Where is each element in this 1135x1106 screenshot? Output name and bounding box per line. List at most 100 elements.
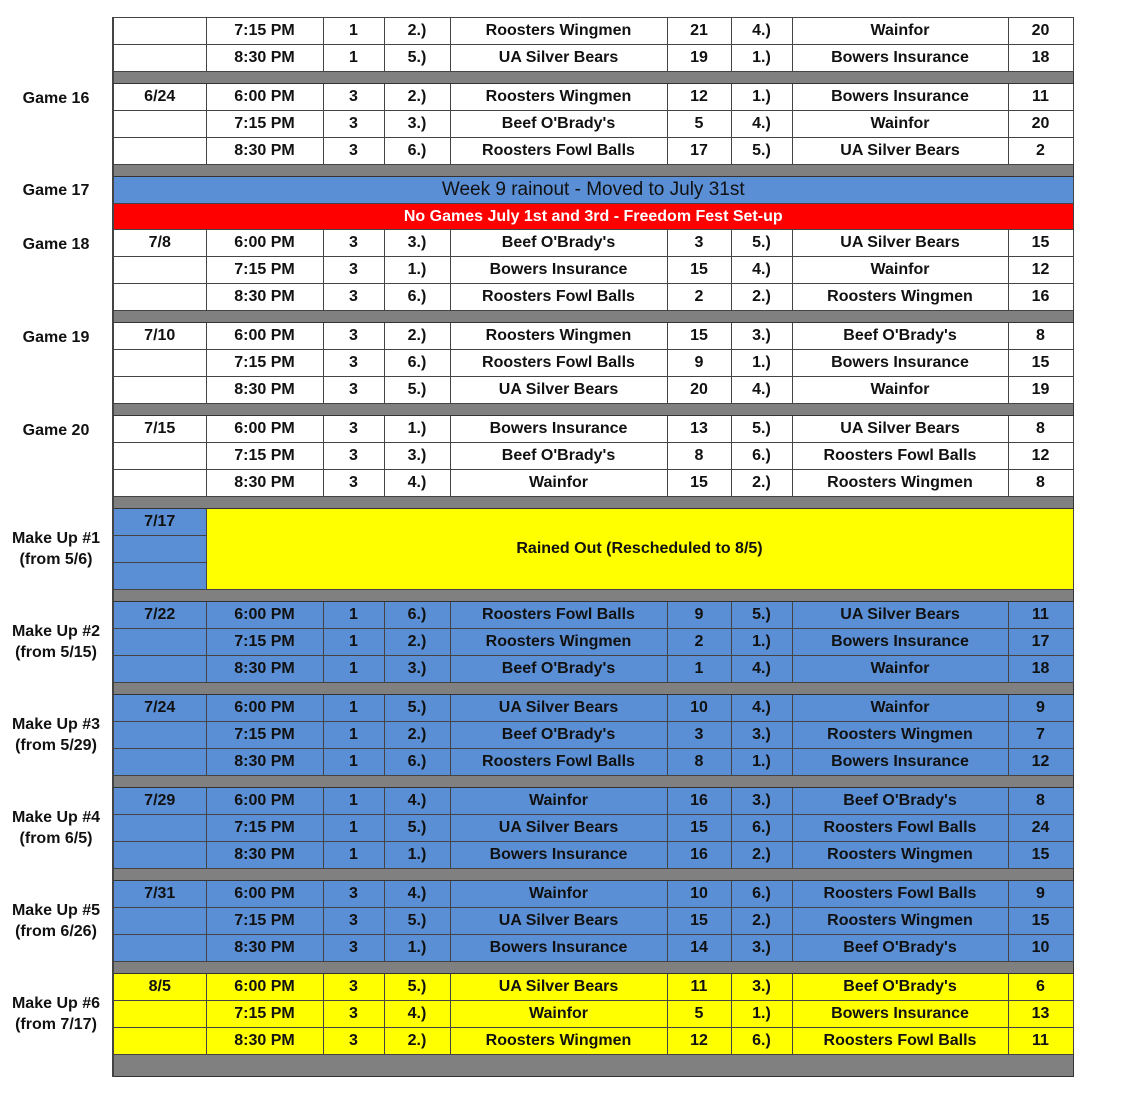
home-seed-cell: 5.) [383, 973, 451, 1001]
home-score-cell: 2 [666, 628, 732, 656]
date-cell: 7/31 [112, 880, 207, 908]
game-row: Game 16 6/24 6:00 PM 3 2.) Roosters Wingmen 12… [0, 83, 1074, 165]
field-cell: 1 [322, 787, 385, 815]
label-cell [0, 71, 114, 84]
date-cell [112, 376, 207, 404]
home-team-cell: Roosters Fowl Balls [449, 601, 668, 629]
away-seed-cell: 1.) [730, 1000, 793, 1028]
home-seed-cell: 2.) [383, 1027, 451, 1055]
away-team-cell: Roosters Fowl Balls [791, 814, 1009, 842]
time-cell: 7:15 PM [205, 907, 324, 935]
home-seed-cell: 6.) [383, 601, 451, 629]
away-team-cell: Roosters Fowl Balls [791, 442, 1009, 470]
schedule-table: 7:15 PM 1 2.) Roosters Wingmen 21 4.) Wainfor 2… [0, 17, 1074, 1077]
block-label: Make Up #5 (from 6/26) [0, 880, 114, 962]
time-cell: 7:15 PM [205, 17, 324, 45]
separator-bar [112, 71, 1074, 84]
away-score-cell: 8 [1007, 469, 1074, 497]
separator-row [0, 961, 1074, 974]
home-score-cell: 15 [666, 322, 732, 350]
home-score-cell: 16 [666, 841, 732, 869]
away-team-cell: Wainfor [791, 376, 1009, 404]
separator-row [0, 682, 1074, 695]
home-team-cell: UA Silver Bears [449, 376, 668, 404]
away-score-cell: 11 [1007, 83, 1074, 111]
away-team-cell: Roosters Fowl Balls [791, 880, 1009, 908]
away-team-cell: Beef O'Brady's [791, 322, 1009, 350]
away-seed-cell: 4.) [730, 694, 793, 722]
separator-row [0, 164, 1074, 177]
separator-row [0, 71, 1074, 84]
time-cell: 7:15 PM [205, 1000, 324, 1028]
time-cell: 8:30 PM [205, 44, 324, 72]
date-cell: 7/8 [112, 229, 207, 257]
label-cell [0, 961, 114, 974]
game-row: 7:15 PM 3 3.) Beef O'Brady's 5 4.) Wainfor 20 [0, 110, 1074, 138]
separator-bar [112, 961, 1074, 974]
home-score-cell: 10 [666, 880, 732, 908]
home-seed-cell: 3.) [383, 110, 451, 138]
label-cell [0, 868, 114, 881]
field-cell: 3 [322, 229, 385, 257]
away-team-cell: UA Silver Bears [791, 415, 1009, 443]
away-seed-cell: 4.) [730, 17, 793, 45]
home-team-cell: Roosters Fowl Balls [449, 137, 668, 165]
date-cell [112, 17, 207, 45]
away-score-cell: 9 [1007, 880, 1074, 908]
date-cell: 7/24 [112, 694, 207, 722]
away-score-cell: 8 [1007, 415, 1074, 443]
field-cell: 3 [322, 880, 385, 908]
away-team-cell: Bowers Insurance [791, 44, 1009, 72]
time-cell: 7:15 PM [205, 814, 324, 842]
home-score-cell: 12 [666, 83, 732, 111]
home-team-cell: Wainfor [449, 787, 668, 815]
home-score-cell: 3 [666, 721, 732, 749]
game-row: Make Up #1 (from 5/6) 7/17 Rained Out (Res… [0, 508, 1074, 590]
game-row: 8:30 PM 3 1.) Bowers Insurance 14 3.) Beef O'B… [0, 934, 1074, 962]
home-seed-cell: 4.) [383, 1000, 451, 1028]
block-label: Game 18 [0, 229, 114, 311]
separator-bar [112, 775, 1074, 788]
away-seed-cell: 6.) [730, 814, 793, 842]
label-cell [0, 589, 114, 602]
game-row: Make Up #6 (from 7/17) 8/5 6:00 PM 3 5.) UA S… [0, 973, 1074, 1055]
home-score-cell: 13 [666, 415, 732, 443]
field-cell: 1 [322, 721, 385, 749]
label-cell [0, 164, 114, 177]
time-cell: 6:00 PM [205, 787, 324, 815]
away-seed-cell: 3.) [730, 322, 793, 350]
time-cell: 6:00 PM [205, 601, 324, 629]
home-score-cell: 2 [666, 283, 732, 311]
away-seed-cell: 2.) [730, 469, 793, 497]
date-cell [112, 562, 207, 590]
away-seed-cell: 6.) [730, 1027, 793, 1055]
away-seed-cell: 2.) [730, 907, 793, 935]
home-seed-cell: 6.) [383, 748, 451, 776]
date-cell [112, 349, 207, 377]
away-team-cell: Beef O'Brady's [791, 973, 1009, 1001]
time-cell: 6:00 PM [205, 694, 324, 722]
home-seed-cell: 6.) [383, 349, 451, 377]
away-seed-cell: 3.) [730, 934, 793, 962]
time-cell: 7:15 PM [205, 442, 324, 470]
home-team-cell: UA Silver Bears [449, 814, 668, 842]
field-cell: 1 [322, 694, 385, 722]
away-score-cell: 12 [1007, 748, 1074, 776]
date-cell [112, 721, 207, 749]
home-score-cell: 20 [666, 376, 732, 404]
separator-row [0, 775, 1074, 788]
away-seed-cell: 5.) [730, 415, 793, 443]
away-seed-cell: 3.) [730, 787, 793, 815]
time-cell: 8:30 PM [205, 283, 324, 311]
time-cell: 6:00 PM [205, 83, 324, 111]
away-team-cell: Roosters Fowl Balls [791, 1027, 1009, 1055]
away-score-cell: 12 [1007, 442, 1074, 470]
time-cell: 8:30 PM [205, 376, 324, 404]
home-team-cell: Wainfor [449, 1000, 668, 1028]
time-cell: 7:15 PM [205, 628, 324, 656]
home-score-cell: 21 [666, 17, 732, 45]
home-seed-cell: 5.) [383, 44, 451, 72]
separator-bar [112, 868, 1074, 881]
date-cell: 7/15 [112, 415, 207, 443]
time-cell: 8:30 PM [205, 655, 324, 683]
